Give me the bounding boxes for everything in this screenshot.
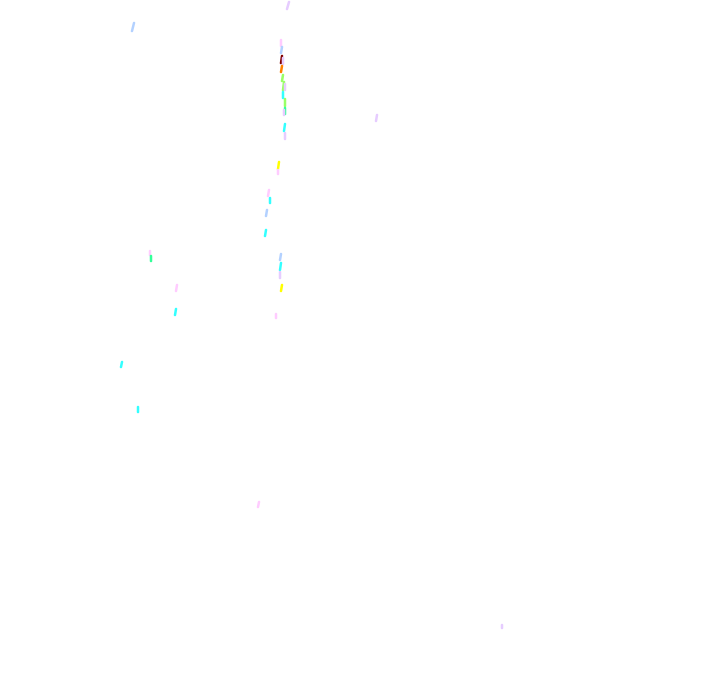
stroke-mark <box>282 122 287 133</box>
stroke-mark <box>174 283 179 293</box>
stroke-mark <box>279 54 284 65</box>
stroke-mark <box>266 188 271 198</box>
stroke-mark <box>279 64 284 74</box>
stroke-mark <box>279 45 284 55</box>
stroke-mark <box>119 360 124 369</box>
stroke-mark <box>264 208 269 218</box>
stroke-mark <box>279 283 284 293</box>
stroke-mark <box>256 500 261 509</box>
stroke-mark <box>281 80 286 92</box>
stroke-mark <box>285 0 291 11</box>
stroke-mark <box>374 113 379 123</box>
stroke-mark <box>280 73 285 83</box>
stroke-mark <box>278 261 283 272</box>
stroke-mark <box>278 252 283 262</box>
stroke-mark <box>263 228 268 238</box>
stroke-mark <box>130 21 136 33</box>
stroke-mark <box>173 307 178 317</box>
stroke-mark <box>276 160 281 171</box>
